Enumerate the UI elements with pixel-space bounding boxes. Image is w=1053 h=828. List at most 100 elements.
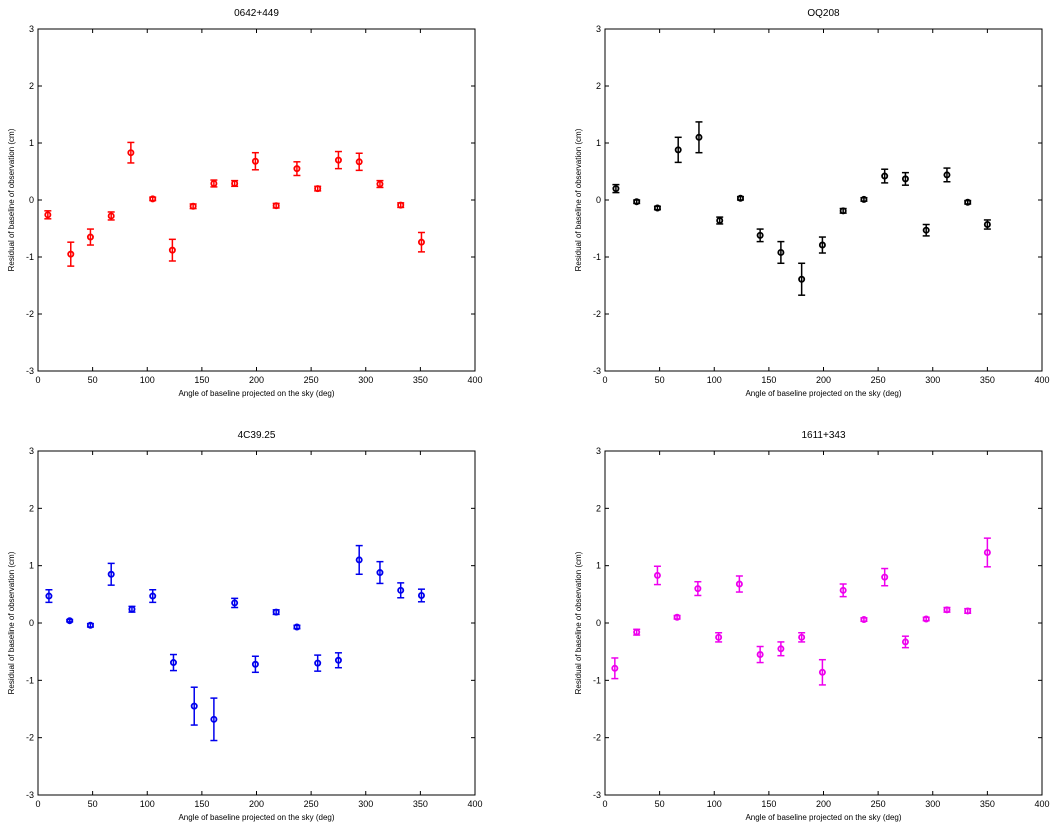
data-point: [66, 617, 74, 625]
data-point: [44, 211, 52, 219]
data-point: [922, 615, 930, 623]
error-bar: [417, 231, 425, 253]
x-tick-label: 200: [816, 799, 831, 809]
data-point: [45, 592, 53, 600]
data-point: [964, 607, 972, 615]
x-tick-label: 300: [925, 799, 940, 809]
y-tick-label: -2: [26, 309, 34, 319]
error-bar: [149, 588, 157, 604]
x-tick-label: 150: [194, 375, 209, 385]
x-tick-label: 300: [925, 375, 940, 385]
error-bar: [169, 653, 177, 672]
data-point: [86, 621, 94, 629]
data-point: [922, 226, 930, 234]
y-tick-label: 2: [29, 81, 34, 91]
data-point: [839, 207, 847, 215]
y-tick-label: -1: [593, 252, 601, 262]
data-point: [417, 238, 425, 246]
x-tick-label: 250: [304, 375, 319, 385]
data-point: [231, 179, 239, 187]
x-tick-label: 250: [871, 799, 886, 809]
error-bar: [694, 580, 702, 597]
data-point: [355, 556, 363, 564]
y-tick-label: -1: [26, 675, 34, 685]
x-tick-label: 0: [35, 375, 40, 385]
error-bar: [756, 228, 764, 243]
x-tick-label: 200: [249, 375, 264, 385]
error-bar: [355, 152, 363, 172]
x-tick-label: 300: [358, 799, 373, 809]
data-point: [107, 570, 115, 578]
data-point: [314, 659, 322, 667]
data-point: [943, 171, 951, 179]
data-point: [901, 175, 909, 183]
data-point: [901, 638, 909, 646]
data-point: [397, 201, 405, 209]
x-tick-label: 150: [194, 799, 209, 809]
x-tick-label: 150: [761, 375, 776, 385]
error-bar: [314, 654, 322, 672]
y-tick-label: 3: [29, 446, 34, 456]
x-tick-label: 50: [88, 799, 98, 809]
data-point: [818, 241, 826, 249]
chart-title: 4C39.25: [238, 430, 276, 441]
y-tick-label: 0: [29, 618, 34, 628]
y-tick-label: 0: [596, 618, 601, 628]
data-point: [673, 613, 681, 621]
error-bar: [67, 241, 75, 267]
x-tick-label: 100: [707, 375, 722, 385]
y-axis-label: Residual of baseline of observation (cm): [7, 128, 16, 271]
x-tick-label: 350: [413, 375, 428, 385]
data-point: [798, 633, 806, 641]
data-point: [355, 158, 363, 166]
y-tick-label: 3: [596, 446, 601, 456]
error-bar: [983, 537, 991, 568]
data-point: [334, 656, 342, 664]
error-bar: [818, 658, 826, 686]
y-tick-label: -3: [26, 790, 34, 800]
data-point: [860, 616, 868, 624]
plot-area-frame: [604, 28, 1043, 372]
error-bar: [611, 657, 619, 680]
data-point: [777, 645, 785, 653]
data-point: [293, 165, 301, 173]
x-tick-label: 400: [1034, 375, 1049, 385]
error-bar: [355, 544, 363, 576]
chart-panel-1: 0642+449 0 50 100 150 200 250 300 350 400 -3 -2 -1 0 1…: [7, 8, 483, 398]
data-point: [881, 573, 889, 581]
x-tick-label: 50: [655, 799, 665, 809]
data-point: [314, 185, 322, 193]
data-point: [881, 172, 889, 180]
error-bar: [107, 562, 115, 586]
data-point: [86, 233, 94, 241]
y-tick-label: -2: [26, 733, 34, 743]
chart-title: 1611+343: [801, 430, 845, 441]
data-point: [611, 664, 619, 672]
x-tick-label: 0: [602, 375, 607, 385]
y-tick-label: -3: [593, 790, 601, 800]
error-bar: [293, 161, 301, 177]
x-tick-label: 50: [655, 375, 665, 385]
data-point: [397, 586, 405, 594]
error-bar: [86, 228, 94, 246]
plot-area-frame: [37, 28, 476, 372]
data-point: [612, 185, 620, 193]
x-axis-label: Angle of baseline projected on the sky (…: [178, 813, 334, 822]
data-point: [983, 548, 991, 556]
plot-area-frame: [37, 450, 476, 796]
y-tick-label: 2: [596, 81, 601, 91]
x-axis-label: Angle of baseline projected on the sky (…: [745, 813, 901, 822]
data-point: [168, 246, 176, 254]
data-point: [417, 591, 425, 599]
data-point: [860, 195, 868, 203]
data-point: [149, 195, 157, 203]
x-tick-label: 400: [1034, 799, 1049, 809]
chart-title: 0642+449: [234, 8, 279, 19]
data-point: [251, 660, 259, 668]
data-point: [107, 212, 115, 220]
error-bar: [653, 565, 661, 586]
error-bar: [922, 223, 930, 237]
data-point: [293, 623, 301, 631]
data-point: [983, 221, 991, 229]
